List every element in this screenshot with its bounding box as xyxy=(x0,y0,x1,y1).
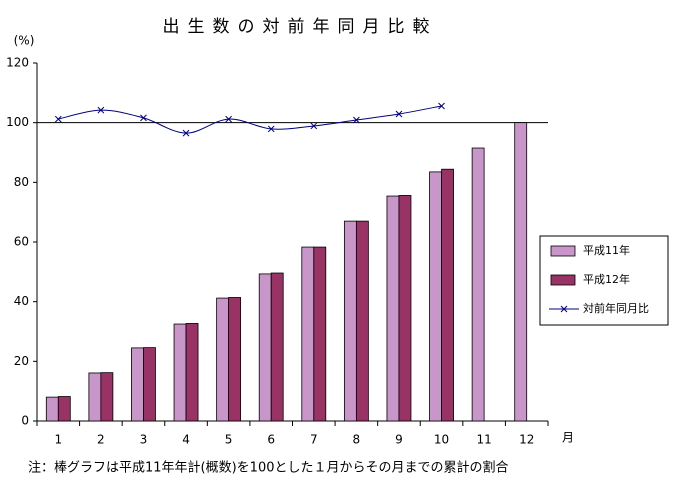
line-marker xyxy=(54,115,62,123)
x-tick-label: 5 xyxy=(225,433,233,447)
y-tick-label: 100 xyxy=(6,115,29,129)
bar xyxy=(471,147,485,422)
legend-label: 対前年同月比 xyxy=(583,301,649,315)
legend-label: 平成11年 xyxy=(583,243,630,257)
x-tick-label: 6 xyxy=(267,433,275,447)
legend-marker xyxy=(560,305,568,313)
x-tick-label: 3 xyxy=(140,433,148,447)
bar xyxy=(131,347,144,422)
legend-label: 平成12年 xyxy=(583,272,630,286)
bar xyxy=(441,168,454,422)
footnote: 注：棒グラフは平成11年年計(概数)を100とした１月からその月までの累計の割合 xyxy=(28,460,509,476)
bar xyxy=(398,195,412,422)
line-marker xyxy=(140,114,147,122)
bar xyxy=(88,372,102,422)
bar xyxy=(386,195,400,422)
bar xyxy=(343,220,357,422)
legend-swatch xyxy=(550,245,576,257)
x-tick-label: 4 xyxy=(182,433,190,447)
x-tick-label: 11 xyxy=(476,433,491,447)
x-tick-label: 10 xyxy=(434,433,449,447)
y-tick-label: 120 xyxy=(6,56,29,70)
y-tick-label: 40 xyxy=(14,294,29,308)
x-tick-label: 7 xyxy=(310,433,318,447)
y-tick-label: 60 xyxy=(14,235,29,249)
line-marker xyxy=(310,122,318,130)
bar xyxy=(355,220,369,422)
bar xyxy=(301,246,315,422)
x-tick-label: 12 xyxy=(519,433,534,447)
y-tick-label: 20 xyxy=(14,354,29,368)
chart-title: 出生数の対前年同月比較 xyxy=(163,17,438,37)
bar xyxy=(100,372,114,422)
line-series xyxy=(58,105,442,134)
bar xyxy=(270,272,284,422)
x-axis-label: 月 xyxy=(562,431,574,445)
x-tick-label: 1 xyxy=(54,433,62,447)
bar xyxy=(173,323,187,422)
line-marker xyxy=(353,116,360,124)
bar xyxy=(429,171,442,422)
y-tick-label: 80 xyxy=(14,175,29,189)
y-axis-label: (%) xyxy=(14,34,35,48)
bar xyxy=(514,122,528,422)
line-marker xyxy=(395,110,403,118)
bar xyxy=(45,396,59,422)
x-tick-label: 8 xyxy=(353,433,361,447)
bar xyxy=(258,273,272,422)
line-marker xyxy=(225,115,232,123)
bar xyxy=(57,396,71,422)
bar xyxy=(313,246,327,422)
bar xyxy=(228,297,242,422)
line-marker xyxy=(438,102,445,110)
bar xyxy=(216,297,230,422)
legend-swatch xyxy=(550,274,576,286)
line-marker xyxy=(97,106,105,114)
x-tick-label: 2 xyxy=(97,433,105,447)
line-marker xyxy=(267,125,275,133)
bar xyxy=(143,347,156,422)
bar xyxy=(185,323,199,422)
line-marker xyxy=(182,129,190,137)
y-tick-label: 0 xyxy=(21,414,29,428)
x-tick-label: 9 xyxy=(395,433,403,447)
